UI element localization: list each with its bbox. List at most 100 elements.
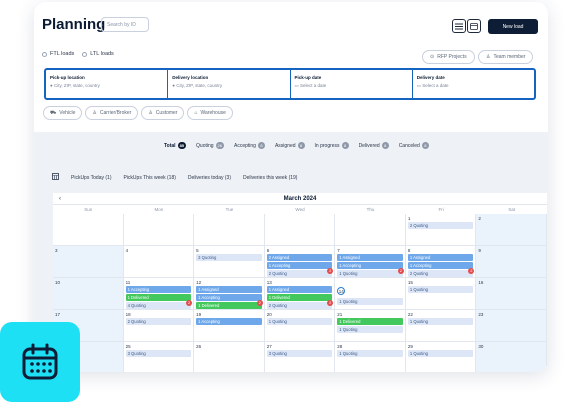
day-cell[interactable]: 25 3 Quoting: [124, 342, 195, 372]
search-input[interactable]: Search by ID: [101, 17, 149, 32]
calendar-event[interactable]: 1 Assigned: [407, 254, 474, 261]
calendar-icon: ▭: [416, 83, 422, 88]
status-count-badge: 8: [341, 142, 349, 149]
calendar-event[interactable]: 4 Quoting: [125, 302, 192, 309]
calendar-event[interactable]: 1 Accepting: [337, 262, 403, 269]
user-icon: ♙: [148, 110, 153, 116]
customer-filter[interactable]: ♙ Customer: [141, 106, 185, 120]
quick-filter[interactable]: Deliveries today (3): [187, 174, 231, 181]
quick-filter[interactable]: PickUps This week (18): [123, 174, 176, 181]
day-cell[interactable]: [53, 214, 124, 246]
day-cell[interactable]: [264, 214, 336, 246]
day-cell[interactable]: 20 1 Quoting: [264, 310, 336, 342]
calendar-event[interactable]: 2 Quoting: [407, 270, 474, 277]
calendar-event[interactable]: 1 Assigned: [337, 254, 403, 261]
calendar-event[interactable]: 1 Quoting: [266, 318, 333, 325]
calendar-event[interactable]: 2 Quoting: [407, 222, 474, 229]
load-type-selector: FTL loads LTL loads: [42, 51, 114, 57]
calendar-event[interactable]: 1 Accepting: [125, 286, 192, 293]
calendar-event[interactable]: 2 Quoting: [125, 318, 192, 325]
day-cell[interactable]: 16: [476, 278, 547, 310]
calendar-event[interactable]: 1 Quoting: [337, 326, 403, 333]
day-cell[interactable]: 26: [194, 342, 265, 372]
status-tab[interactable]: Canceled 8: [399, 142, 429, 149]
day-cell[interactable]: 14 1 Quoting: [335, 278, 406, 310]
day-cell[interactable]: [123, 214, 195, 246]
day-cell[interactable]: 2: [476, 214, 547, 246]
day-number: 25: [125, 344, 131, 349]
day-cell[interactable]: 28 1 Quoting: [335, 342, 406, 372]
calendar-event[interactable]: 3 Quoting: [125, 350, 192, 357]
carrier-filter[interactable]: ♙ Carrier/Broker: [85, 106, 139, 120]
day-cell[interactable]: 3: [53, 246, 124, 278]
chevron-left-icon[interactable]: ‹: [59, 195, 61, 202]
status-tab[interactable]: Quoting 26: [196, 142, 224, 149]
warehouse-filter[interactable]: ⌂ Warehouse: [187, 106, 233, 120]
rfp-projects-button[interactable]: ⊙ RFP Projects: [422, 50, 475, 64]
delivery-location-field[interactable]: Delivery location ● City, ZIP, state, co…: [168, 70, 291, 98]
quick-filter[interactable]: PickUps Today (1): [71, 174, 112, 181]
calendar-event[interactable]: 1 Quoting: [407, 318, 474, 325]
calendar-event[interactable]: 1 Accepting: [407, 262, 474, 269]
day-cell[interactable]: 12 1 Assigned 1 Accepting 1 Delivered 2: [194, 278, 265, 310]
day-cell[interactable]: 23: [476, 310, 547, 342]
vehicle-filter[interactable]: ⛟ Vehicle: [43, 106, 83, 120]
calendar-event[interactable]: 3 Quoting: [266, 350, 333, 357]
status-tab[interactable]: In progress 8: [315, 142, 349, 149]
calendar-event[interactable]: 1 Assigned: [196, 286, 262, 293]
calendar-event[interactable]: 1 Delivered: [337, 318, 403, 325]
calendar-event[interactable]: 1 Accepting: [266, 262, 333, 269]
day-cell[interactable]: 9: [476, 246, 547, 278]
calendar-event[interactable]: 1 Quoting: [407, 350, 474, 357]
day-cell[interactable]: 29 1 Quoting: [406, 342, 477, 372]
calendar-event[interactable]: 1 Quoting: [337, 298, 403, 305]
day-cell[interactable]: 15 1 Quoting: [405, 278, 477, 310]
new-load-button[interactable]: New load: [488, 19, 538, 34]
ltl-radio[interactable]: LTL loads: [82, 51, 114, 57]
day-cell[interactable]: 4: [123, 246, 195, 278]
ftl-radio[interactable]: FTL loads: [42, 51, 74, 57]
status-tab[interactable]: Total 85: [164, 142, 187, 149]
calendar-event[interactable]: 1 Quoting: [337, 270, 403, 277]
day-cell[interactable]: 30: [476, 342, 547, 372]
calendar-event[interactable]: 2 Quoting: [266, 302, 333, 309]
calendar-event[interactable]: 2 Quoting: [266, 270, 333, 277]
calendar-event[interactable]: 1 Quoting: [407, 286, 474, 293]
quick-filter[interactable]: Deliveries this week (19): [243, 174, 298, 181]
day-cell[interactable]: 10: [53, 278, 124, 310]
team-member-button[interactable]: ♙ Team member: [478, 50, 534, 64]
status-tab[interactable]: Assigned 8: [275, 142, 305, 149]
day-cell[interactable]: 21 1 Delivered 1 Quoting: [335, 310, 406, 342]
day-cell[interactable]: [194, 214, 265, 246]
day-number: 19: [196, 312, 202, 317]
pickup-date-field[interactable]: Pick-up date ▭ Select a date: [291, 70, 413, 98]
calendar-event[interactable]: 1 Accepting: [196, 318, 262, 325]
list-view-icon[interactable]: [452, 19, 466, 33]
day-cell[interactable]: 22 1 Quoting: [405, 310, 477, 342]
day-cell[interactable]: 18 2 Quoting: [123, 310, 195, 342]
day-cell[interactable]: 13 1 Assigned 1 Delivered 2 Quoting 2: [264, 278, 336, 310]
status-tab[interactable]: Accepting 8: [234, 142, 265, 149]
calendar-event[interactable]: 1 Delivered: [196, 302, 262, 309]
delivery-date-field[interactable]: Delivery date ▭ Select a date: [416, 75, 449, 88]
calendar-event[interactable]: 1 Assigned: [266, 286, 333, 293]
day-number: 21: [337, 312, 343, 317]
calendar-event[interactable]: 1 Quoting: [337, 350, 403, 357]
calendar-event[interactable]: 3 Quoting: [196, 254, 262, 261]
pickup-location-field[interactable]: Pick-up location ● City, ZIP, state, cou…: [46, 70, 169, 98]
day-cell[interactable]: 19 1 Accepting: [194, 310, 265, 342]
calendar-event[interactable]: 2 Assigned: [266, 254, 333, 261]
day-cell[interactable]: 27 3 Quoting: [265, 342, 336, 372]
status-tab[interactable]: Delivered 8: [359, 142, 389, 149]
calendar-event[interactable]: 1 Delivered: [266, 294, 333, 301]
calendar-view-icon[interactable]: [467, 19, 481, 33]
calendar-event[interactable]: 1 Delivered: [125, 294, 192, 301]
calendar-event[interactable]: 1 Accepting: [196, 294, 262, 301]
day-cell[interactable]: [335, 214, 406, 246]
day-cell[interactable]: 11 1 Accepting 1 Delivered 4 Quoting 2: [123, 278, 195, 310]
